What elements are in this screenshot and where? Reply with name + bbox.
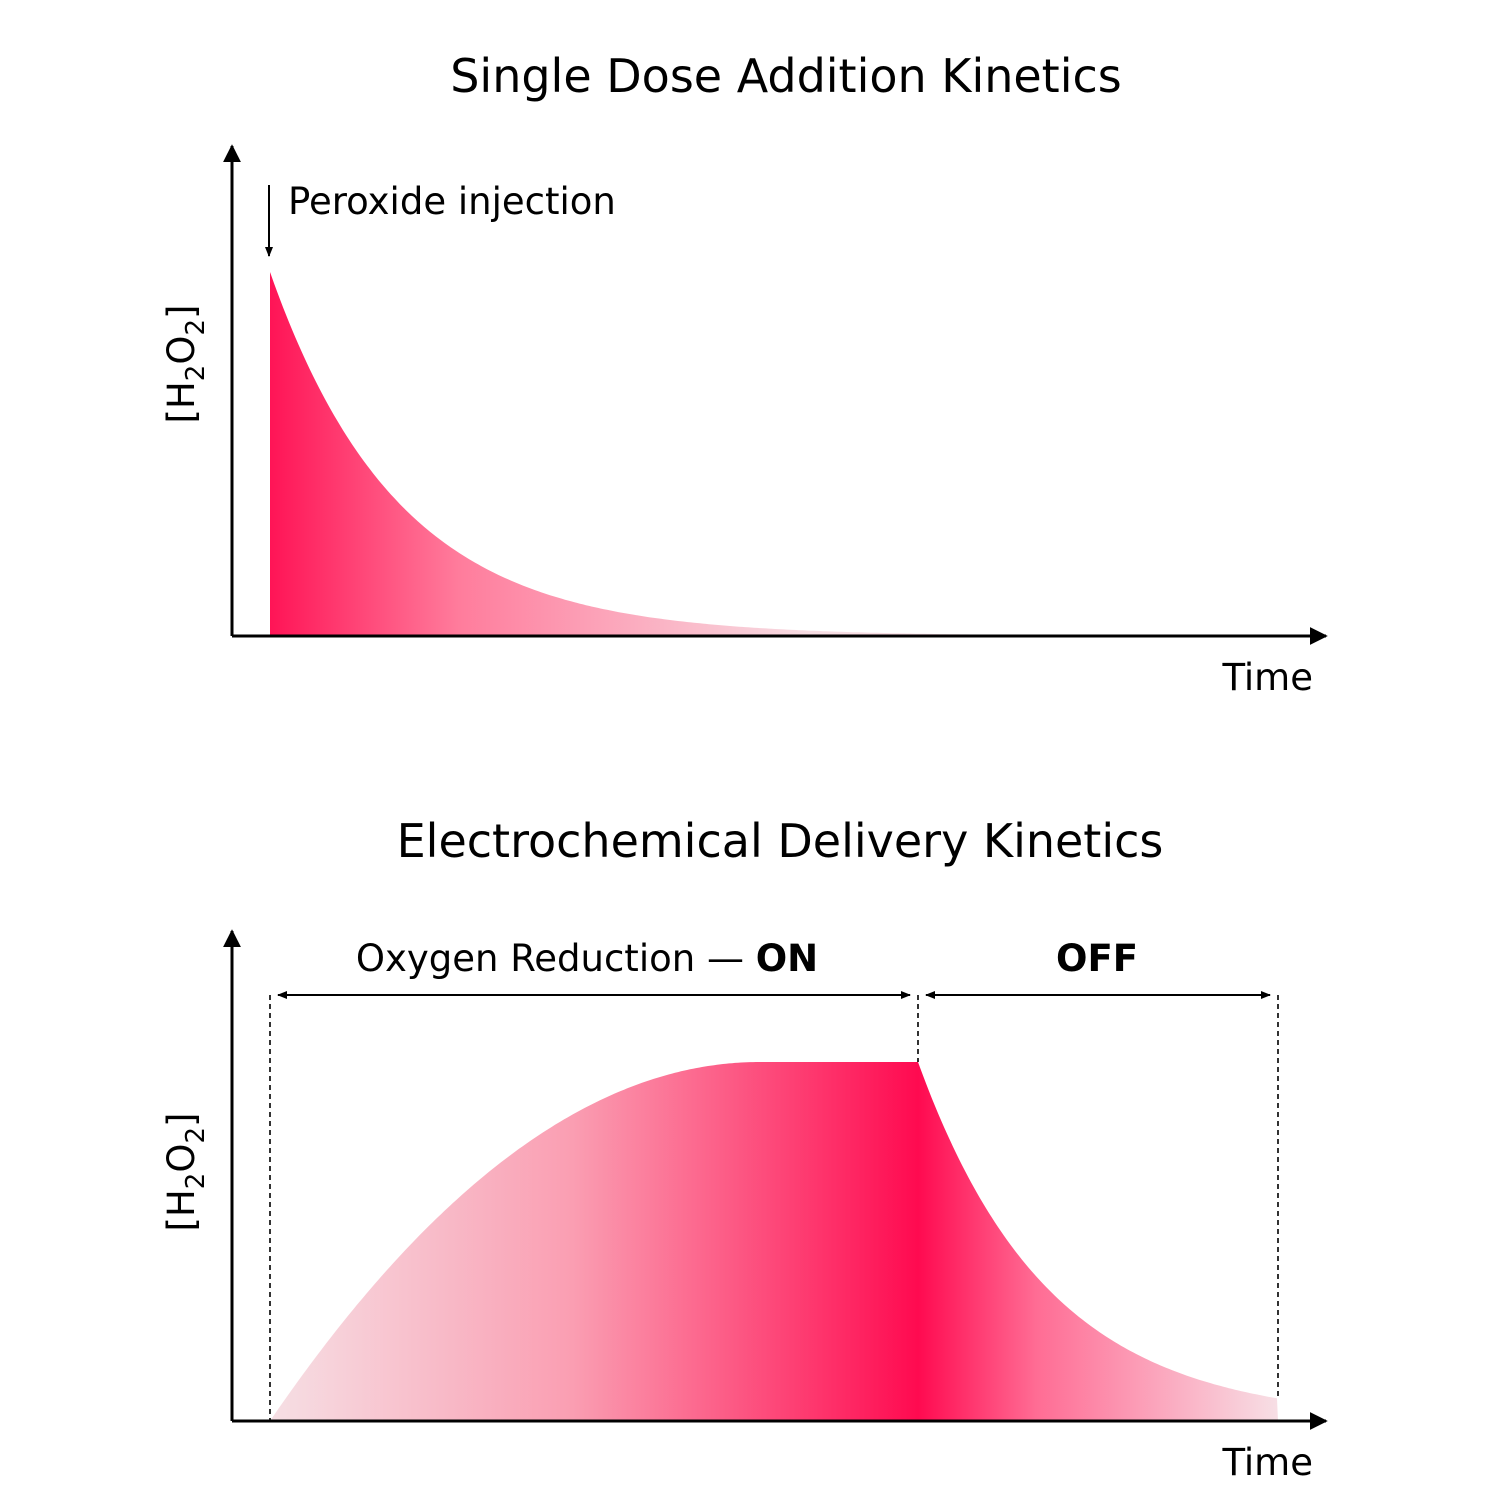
y-label-part: ] bbox=[160, 305, 203, 319]
x-label: Time bbox=[1221, 656, 1313, 699]
phase-text: Oxygen Reduction — bbox=[356, 937, 756, 980]
phase-state: ON bbox=[756, 937, 818, 980]
panel-title: Electrochemical Delivery Kinetics bbox=[397, 814, 1164, 868]
y-label-part: ] bbox=[160, 1113, 203, 1127]
y-label-part: O bbox=[160, 1144, 203, 1173]
delivery-curve bbox=[270, 1062, 1278, 1421]
panel-title: Single Dose Addition Kinetics bbox=[450, 49, 1122, 103]
y-label-sub: 2 bbox=[181, 1173, 211, 1190]
y-label-part: [H bbox=[160, 1189, 203, 1231]
x-label: Time bbox=[1221, 1441, 1313, 1484]
y-label-part: O bbox=[160, 336, 203, 365]
y-label-sub: 2 bbox=[181, 1127, 211, 1144]
y-label-part: [H bbox=[160, 381, 203, 423]
phase-label: OFF bbox=[1056, 937, 1138, 980]
annotation: Peroxide injection bbox=[288, 180, 616, 223]
y-label: [H2O2] bbox=[160, 1113, 211, 1232]
y-label: [H2O2] bbox=[160, 305, 211, 424]
phase-label: Oxygen Reduction — ON bbox=[356, 937, 818, 980]
y-label-sub: 2 bbox=[181, 365, 211, 382]
y-label-sub: 2 bbox=[181, 319, 211, 336]
decay-curve bbox=[270, 272, 1000, 636]
